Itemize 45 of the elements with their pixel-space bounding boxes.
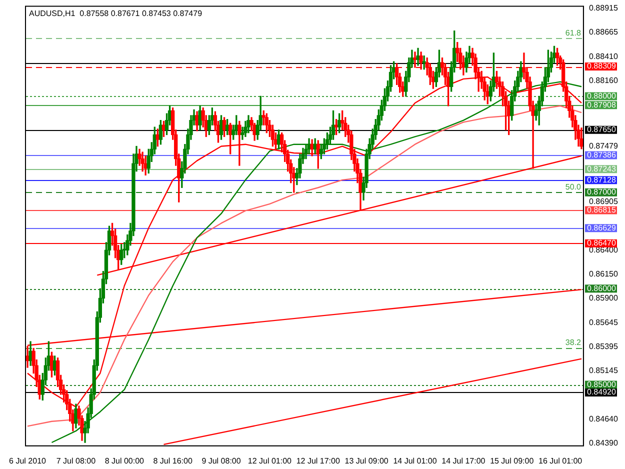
ref-line-label: 0.87650	[587, 125, 616, 134]
y-tick-label: 0.84390	[589, 438, 618, 448]
y-tick-label: 0.85645	[589, 318, 618, 327]
x-tick-label: 9 Jul 08:00	[202, 456, 242, 466]
y-tick-label: 0.88915	[589, 3, 618, 12]
ref-line-label: 0.87908	[587, 100, 616, 110]
x-tick-label: 7 Jul 08:00	[56, 456, 96, 466]
x-tick-label: 6 Jul 2010	[9, 456, 47, 466]
x-tick-label: 16 Jul 01:00	[538, 456, 583, 466]
x-tick-label: 12 Jul 17:00	[296, 456, 340, 466]
y-tick-label: 0.85395	[589, 342, 618, 352]
ref-line-label: 0.88000	[587, 91, 616, 100]
x-tick-label: 8 Jul 16:00	[153, 456, 193, 466]
annotation: 50.0	[565, 182, 582, 192]
y-tick-label: 0.85900	[589, 293, 618, 302]
x-tick-label: 14 Jul 01:00	[393, 456, 438, 466]
y-tick-label: 0.88665	[589, 27, 618, 36]
y-tick-label: 0.84640	[589, 414, 618, 424]
annotation: 61.8	[565, 28, 582, 38]
ref-line-label: 0.87000	[587, 188, 616, 197]
ref-line-label: 0.87128	[587, 175, 616, 184]
y-tick-label: 0.88410	[589, 52, 618, 62]
y-tick-label: 0.88160	[589, 76, 618, 86]
annotation: 38.2	[565, 338, 582, 348]
ref-line-label: 0.87386	[587, 150, 616, 160]
x-tick-label: 8 Jul 00:00	[104, 456, 145, 466]
ref-line-label: 0.86629	[587, 223, 616, 232]
x-tick-label: 13 Jul 09:00	[344, 456, 389, 466]
y-tick-label: 0.86150	[589, 269, 618, 278]
ref-line-label: 0.85000	[587, 380, 616, 390]
ref-line-label: 0.84920	[587, 388, 616, 397]
y-tick-label: 0.87479	[589, 142, 618, 151]
x-tick-label: 15 Jul 09:00	[490, 456, 534, 466]
y-tick-label: 0.86400	[589, 245, 618, 254]
y-tick-label: 0.86905	[589, 196, 618, 206]
x-tick-label: 14 Jul 17:00	[442, 456, 486, 466]
ref-line-label: 0.88309	[587, 62, 616, 71]
ref-line-label: 0.86815	[587, 205, 616, 214]
ref-line-label: 0.86000	[587, 284, 616, 293]
chart-title: AUDUSD,H1 0.87558 0.87671 0.87453 0.87479	[29, 9, 203, 18]
ref-line-label: 0.86470	[587, 238, 616, 248]
ref-line-label: 0.87243	[587, 164, 616, 174]
candlestick	[422, 56, 426, 70]
x-tick-label: 12 Jul 01:00	[248, 456, 292, 466]
y-tick-label: 0.85145	[589, 366, 618, 376]
